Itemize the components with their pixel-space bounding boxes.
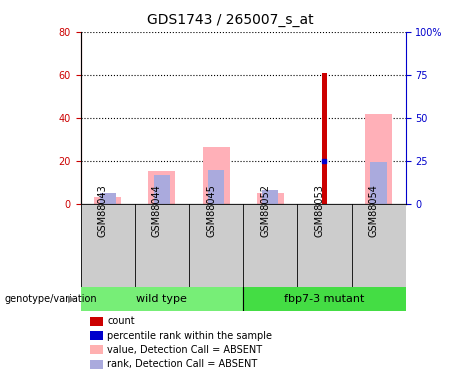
- Text: wild type: wild type: [136, 294, 187, 304]
- Bar: [100, 192, 116, 204]
- Text: GSM88053: GSM88053: [314, 184, 325, 237]
- Bar: [202, 147, 230, 204]
- Bar: [243, 287, 406, 311]
- Bar: [208, 170, 224, 204]
- Text: GDS1743 / 265007_s_at: GDS1743 / 265007_s_at: [147, 13, 314, 27]
- Text: GSM88052: GSM88052: [260, 184, 270, 237]
- Bar: [322, 73, 327, 204]
- Text: count: count: [107, 316, 135, 326]
- Text: rank, Detection Call = ABSENT: rank, Detection Call = ABSENT: [107, 359, 258, 369]
- Bar: [257, 192, 284, 204]
- Text: GSM88054: GSM88054: [369, 184, 378, 237]
- Bar: [154, 175, 170, 204]
- Bar: [371, 162, 387, 204]
- Text: genotype/variation: genotype/variation: [5, 294, 97, 304]
- Text: GSM88045: GSM88045: [206, 184, 216, 237]
- Bar: [262, 190, 278, 204]
- Text: value, Detection Call = ABSENT: value, Detection Call = ABSENT: [107, 345, 262, 355]
- Text: ▶: ▶: [68, 294, 75, 304]
- Text: GSM88043: GSM88043: [98, 184, 108, 237]
- Bar: [365, 114, 392, 204]
- Bar: [148, 171, 176, 204]
- Text: GSM88044: GSM88044: [152, 184, 162, 237]
- Bar: [94, 197, 121, 204]
- Bar: [81, 287, 243, 311]
- Text: fbp7-3 mutant: fbp7-3 mutant: [284, 294, 365, 304]
- Text: percentile rank within the sample: percentile rank within the sample: [107, 331, 272, 340]
